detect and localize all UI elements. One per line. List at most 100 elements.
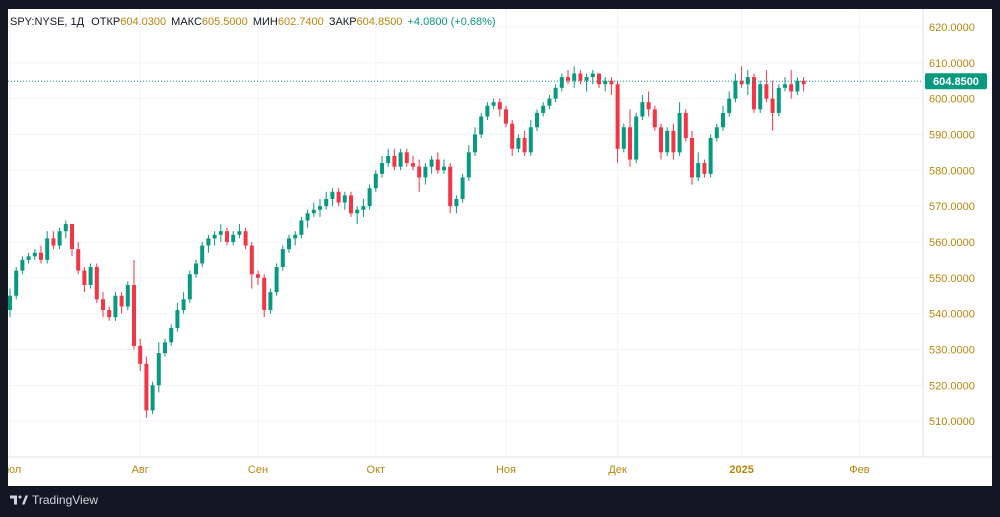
time-axis-label: Июл [8, 464, 21, 476]
candle-down [435, 159, 440, 171]
legend-close: 604.8500 [356, 16, 403, 28]
candle-up [342, 195, 347, 203]
price-axis-label: 550.0000 [929, 273, 975, 285]
candle-down [752, 77, 756, 110]
candle-up [293, 234, 298, 239]
candle-up [206, 238, 211, 246]
legend-open: 604.0300 [120, 16, 167, 28]
legend-open-label: ОТКР [91, 16, 121, 28]
chart-frame: 620.0000 610.0000 600.0000 590.0000 580.0000… [8, 9, 992, 486]
candle-down [504, 109, 508, 124]
candle-down [510, 123, 515, 149]
candle-down [243, 231, 248, 246]
price-axis-label: 620.0000 [929, 22, 975, 34]
candle-up [541, 105, 546, 113]
candle-up [175, 310, 180, 328]
brand-name[interactable]: TradingView [32, 493, 99, 507]
candle-up [776, 87, 781, 113]
candle-down [615, 84, 620, 149]
candle-up [237, 231, 242, 235]
tradingview-logo-icon[interactable] [10, 494, 28, 506]
candle-up [727, 98, 732, 113]
candle-up [603, 80, 608, 85]
candle-up [473, 134, 477, 153]
ohlc-legend: SPY:NYSE, 1Д ОТКР604.0300 МАКС605.5000 М… [10, 16, 496, 29]
candle-down [107, 310, 112, 318]
time-axis-label: Окт [367, 464, 386, 476]
candle-up [795, 80, 800, 92]
candle-up [621, 127, 626, 149]
candle-up [169, 327, 174, 343]
candle-down [336, 191, 341, 203]
candle-up [181, 299, 186, 311]
candle-up [714, 127, 719, 139]
candle-up [305, 213, 310, 221]
time-axis-label: 2025 [729, 464, 753, 476]
candle-up [386, 155, 391, 164]
legend-low-label: МИН [252, 16, 278, 28]
candle-down [256, 274, 260, 278]
candle-down [411, 163, 415, 167]
candle-up [398, 152, 403, 167]
candle-up [677, 112, 682, 153]
candle-down [404, 152, 409, 164]
candle-down [249, 245, 254, 275]
candle-down [652, 109, 657, 128]
candle-down [225, 231, 229, 242]
candle-down [690, 138, 694, 178]
candle-up [26, 256, 31, 260]
candle-up [212, 234, 217, 239]
candle-down [659, 127, 663, 153]
candle-up [721, 112, 725, 128]
candle-up [460, 177, 465, 199]
price-axis-label: 570.0000 [929, 201, 975, 213]
price-axis-label: 520.0000 [929, 380, 975, 392]
candle-up [584, 77, 589, 81]
candle-up [559, 77, 564, 88]
candle-up [590, 73, 595, 78]
candle-up [231, 234, 236, 242]
time-axis-label: Фев [849, 464, 869, 476]
candle-down [101, 299, 105, 311]
price-chart[interactable]: 620.0000 610.0000 600.0000 590.0000 580.0000… [8, 9, 992, 486]
candle-up [553, 87, 558, 99]
candle-down [646, 102, 651, 110]
candle-down [51, 238, 56, 246]
candle-down [132, 284, 136, 346]
candle-up [373, 173, 378, 189]
candle-up [708, 138, 713, 174]
candle-down [566, 77, 570, 81]
price-axis-label: 600.0000 [929, 94, 975, 106]
candle-up [299, 220, 304, 235]
last-price-badge-text: 604.8500 [933, 76, 979, 88]
legend-symbol[interactable]: SPY:NYSE, 1Д [10, 16, 85, 28]
footer: TradingView [10, 491, 98, 509]
candle-up [280, 249, 285, 268]
candle-up [330, 191, 335, 199]
candle-down [448, 166, 453, 207]
time-axis-label: Ноя [496, 464, 516, 476]
candle-up [187, 274, 192, 300]
candle-down [119, 295, 124, 307]
candle-down [138, 345, 143, 364]
candle-up [63, 224, 68, 232]
candle-up [200, 245, 205, 264]
candle-up [268, 292, 273, 311]
candle-down [144, 363, 149, 411]
candle-down [628, 127, 632, 160]
candle-up [355, 209, 360, 214]
candle-down [94, 267, 99, 300]
legend-high-label: МАКС [171, 16, 202, 28]
candle-up [479, 116, 484, 135]
candle-down [739, 80, 744, 85]
candle-down [76, 249, 81, 271]
candle-up [745, 77, 750, 85]
candle-up [14, 270, 19, 296]
candle-up [218, 231, 223, 235]
candle-up [516, 138, 521, 149]
price-axis-label: 580.0000 [929, 165, 975, 177]
last-price-badge [925, 73, 987, 90]
candle-down [789, 84, 794, 92]
price-axis-label: 590.0000 [929, 129, 975, 141]
candle-up [287, 238, 291, 250]
